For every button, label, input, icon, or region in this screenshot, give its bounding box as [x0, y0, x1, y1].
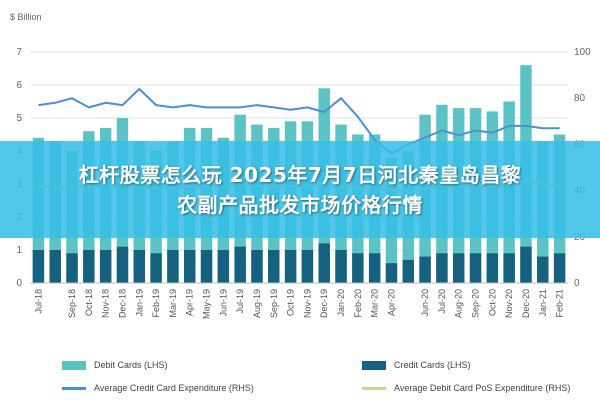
x-tick-label: Mar-20 [370, 289, 380, 318]
x-tick-label: Dec-20 [521, 289, 531, 318]
avg-credit-expenditure-line [38, 88, 560, 155]
credit-card-bar [520, 246, 532, 283]
credit-card-bar [167, 250, 179, 283]
legend-avg-debit: Average Debit Card PoS Expenditure (RHS) [320, 381, 595, 395]
legend-credit-cards: Credit Cards (LHS) [320, 358, 595, 372]
x-tick-label: Sep-19 [269, 289, 279, 318]
credit-card-bar [150, 253, 162, 283]
x-tick-label: Nov-18 [101, 289, 111, 318]
x-tick-label: Sep-20 [471, 289, 481, 318]
credit-card-bar [402, 259, 414, 283]
x-tick-label: Feb-20 [353, 289, 363, 318]
left-tick-label: 1 [16, 245, 22, 256]
credit-card-bar [83, 250, 95, 283]
x-axis: Jul-18 Sep-18 Oct-18 Nov-18 Dec-18 Jan-19 Feb-… [30, 282, 568, 319]
x-tick-label: Dec-18 [117, 289, 127, 318]
credit-card-bar [251, 250, 263, 283]
legend-label-credit: Credit Cards (LHS) [394, 360, 471, 370]
left-tick-label: 5 [16, 113, 22, 124]
legend: Debit Cards (LHS) Credit Cards (LHS) Ave… [20, 358, 595, 398]
x-tick-label: Nov-20 [504, 289, 514, 318]
x-tick-label: Aug-19 [252, 289, 262, 318]
credit-card-bar [133, 250, 145, 283]
legend-label-debit: Debit Cards (LHS) [94, 360, 168, 370]
x-tick-label: Aug-20 [454, 289, 464, 318]
legend-debit-cards: Debit Cards (LHS) [20, 358, 320, 372]
credit-card-bar [368, 253, 381, 283]
x-tick-label: Jul-19 [235, 289, 245, 314]
credit-card-bar [116, 246, 129, 283]
x-tick-label: Apr-19 [185, 289, 195, 316]
x-tick-label: Oct-19 [286, 289, 296, 316]
credit-card-bar [486, 253, 499, 283]
x-tick-label: Mar-19 [168, 289, 178, 318]
credit-card-bar [234, 246, 246, 283]
x-tick-label: Oct-20 [487, 289, 497, 316]
legend-label-avg-credit: Average Credit Card Expenditure (RHS) [94, 383, 254, 393]
left-tick-label: 6 [16, 80, 22, 91]
x-tick-label: Jun-19 [218, 289, 228, 317]
credit-card-bar [49, 250, 61, 283]
credit-card-bar [469, 253, 482, 283]
credit-card-bar [453, 253, 465, 283]
credit-card-bar [537, 256, 549, 283]
credit-card-bar [352, 253, 364, 283]
x-tick-label: Sep-18 [67, 289, 77, 318]
credit-card-bar [284, 250, 297, 283]
credit-card-bar [217, 250, 230, 283]
credit-card-bar [318, 243, 330, 283]
credit-card-bar [99, 250, 112, 283]
x-tick-label: Nov-19 [302, 289, 312, 318]
legend-avg-credit: Average Credit Card Expenditure (RHS) [20, 381, 320, 395]
x-tick-label: May-19 [202, 289, 212, 319]
x-tick-label: Feb-19 [151, 289, 161, 318]
legend-swatch-debit [62, 360, 86, 370]
right-tick-label: 0 [574, 278, 580, 289]
credit-card-bar [335, 250, 347, 283]
credit-card-bar [436, 253, 448, 283]
left-tick-label: 7 [16, 47, 22, 58]
title-banner: 杠杆股票怎么玩 2025年7月7日河北秦皇岛昌黎 农副产品批发市场价格行情 [0, 141, 600, 238]
credit-card-bar [503, 253, 515, 283]
credit-card-bar [301, 250, 314, 283]
x-tick-label: Jan-19 [134, 289, 144, 317]
legend-label-avg-debit: Average Debit Card PoS Expenditure (RHS) [394, 383, 571, 393]
x-tick-label: Oct-18 [84, 289, 94, 316]
x-tick-label: Feb-21 [555, 289, 565, 318]
credit-card-bar [200, 250, 213, 283]
credit-card-bar [385, 263, 398, 283]
right-tick-label: 100 [574, 47, 591, 58]
left-axis-unit: $ Billion [10, 12, 42, 22]
credit-card-bar [419, 256, 431, 283]
x-tick-label: Jun-20 [420, 289, 430, 317]
credit-card-bar [184, 250, 196, 283]
x-tick-label: Jan-21 [538, 289, 548, 317]
x-tick-label: Jul-18 [33, 289, 43, 314]
legend-swatch-avg-credit [62, 386, 86, 390]
x-tick-label: Jan-20 [336, 289, 346, 317]
credit-card-bar [66, 253, 78, 283]
x-tick-label: Dec-19 [319, 289, 329, 318]
right-tick-label: 80 [574, 93, 586, 104]
credit-card-bar [268, 250, 280, 283]
left-tick-label: 0 [16, 278, 22, 289]
legend-swatch-avg-debit [362, 386, 386, 390]
banner-line-2: 农副产品批发市场价格行情 [177, 192, 423, 217]
banner-line-1: 杠杆股票怎么玩 2025年7月7日河北秦皇岛昌黎 [78, 162, 522, 187]
credit-card-bar [32, 250, 45, 283]
credit-card-bar [553, 253, 566, 283]
x-tick-label: Jul-20 [437, 289, 447, 314]
x-tick-label: Apr-20 [386, 289, 396, 316]
legend-swatch-credit [362, 360, 386, 370]
